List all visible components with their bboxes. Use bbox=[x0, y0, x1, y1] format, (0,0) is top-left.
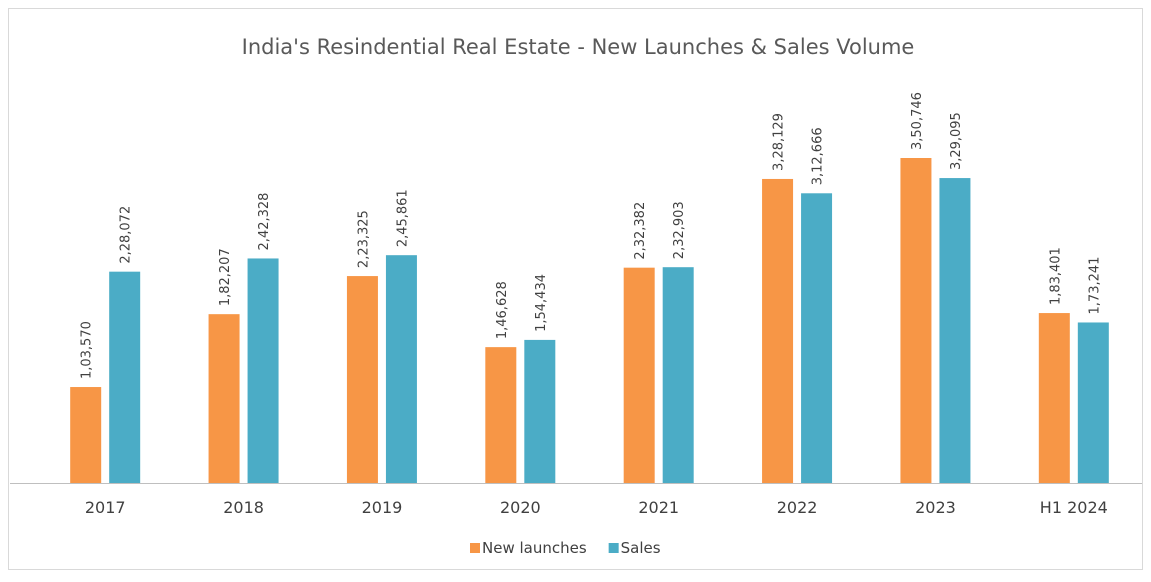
bar bbox=[70, 387, 102, 483]
data-label: 2,42,328 bbox=[257, 193, 272, 251]
bar bbox=[1038, 313, 1070, 483]
data-label: 1,03,570 bbox=[80, 321, 95, 379]
bar bbox=[247, 258, 279, 483]
legend-label: New launches bbox=[482, 539, 587, 557]
bar bbox=[939, 178, 971, 483]
bar bbox=[109, 271, 141, 483]
data-label: 1,82,207 bbox=[218, 248, 233, 306]
data-label: 2,23,325 bbox=[356, 210, 371, 268]
legend-label: Sales bbox=[621, 539, 661, 557]
x-tick-label: 2017 bbox=[85, 498, 126, 517]
x-tick-label: 2019 bbox=[362, 498, 403, 517]
x-tick-label: 2021 bbox=[638, 498, 679, 517]
x-tick-label: 2018 bbox=[223, 498, 264, 517]
bar bbox=[900, 158, 932, 483]
data-label: 2,32,903 bbox=[672, 201, 687, 259]
bar bbox=[801, 193, 833, 483]
chart-title: India's Resindential Real Estate - New L… bbox=[242, 35, 915, 59]
data-label: 3,12,666 bbox=[811, 127, 826, 185]
x-tick-label: 2020 bbox=[500, 498, 541, 517]
bar bbox=[662, 267, 694, 483]
bar bbox=[346, 276, 378, 483]
bar bbox=[485, 347, 517, 483]
chart-border bbox=[8, 8, 1143, 570]
data-label: 1,73,241 bbox=[1087, 257, 1102, 315]
legend-swatch bbox=[470, 543, 480, 553]
x-tick-label: 2023 bbox=[915, 498, 956, 517]
x-tick-label: 2022 bbox=[777, 498, 818, 517]
data-label: 2,45,861 bbox=[395, 189, 410, 247]
data-label: 1,54,434 bbox=[534, 274, 549, 332]
bar bbox=[762, 178, 794, 483]
data-label: 2,28,072 bbox=[119, 206, 134, 264]
x-tick-label: H1 2024 bbox=[1040, 498, 1108, 517]
data-label: 2,32,382 bbox=[633, 202, 648, 260]
bar bbox=[524, 339, 556, 483]
data-label: 3,28,129 bbox=[772, 113, 787, 171]
data-label: 3,50,746 bbox=[910, 92, 925, 150]
data-label: 1,46,628 bbox=[495, 281, 510, 339]
legend-swatch bbox=[608, 543, 619, 553]
bar bbox=[208, 314, 240, 483]
bar bbox=[1077, 322, 1109, 483]
bar bbox=[385, 255, 417, 483]
data-label: 3,29,095 bbox=[949, 112, 964, 170]
data-label: 1,83,401 bbox=[1048, 247, 1063, 305]
bar bbox=[623, 267, 655, 483]
